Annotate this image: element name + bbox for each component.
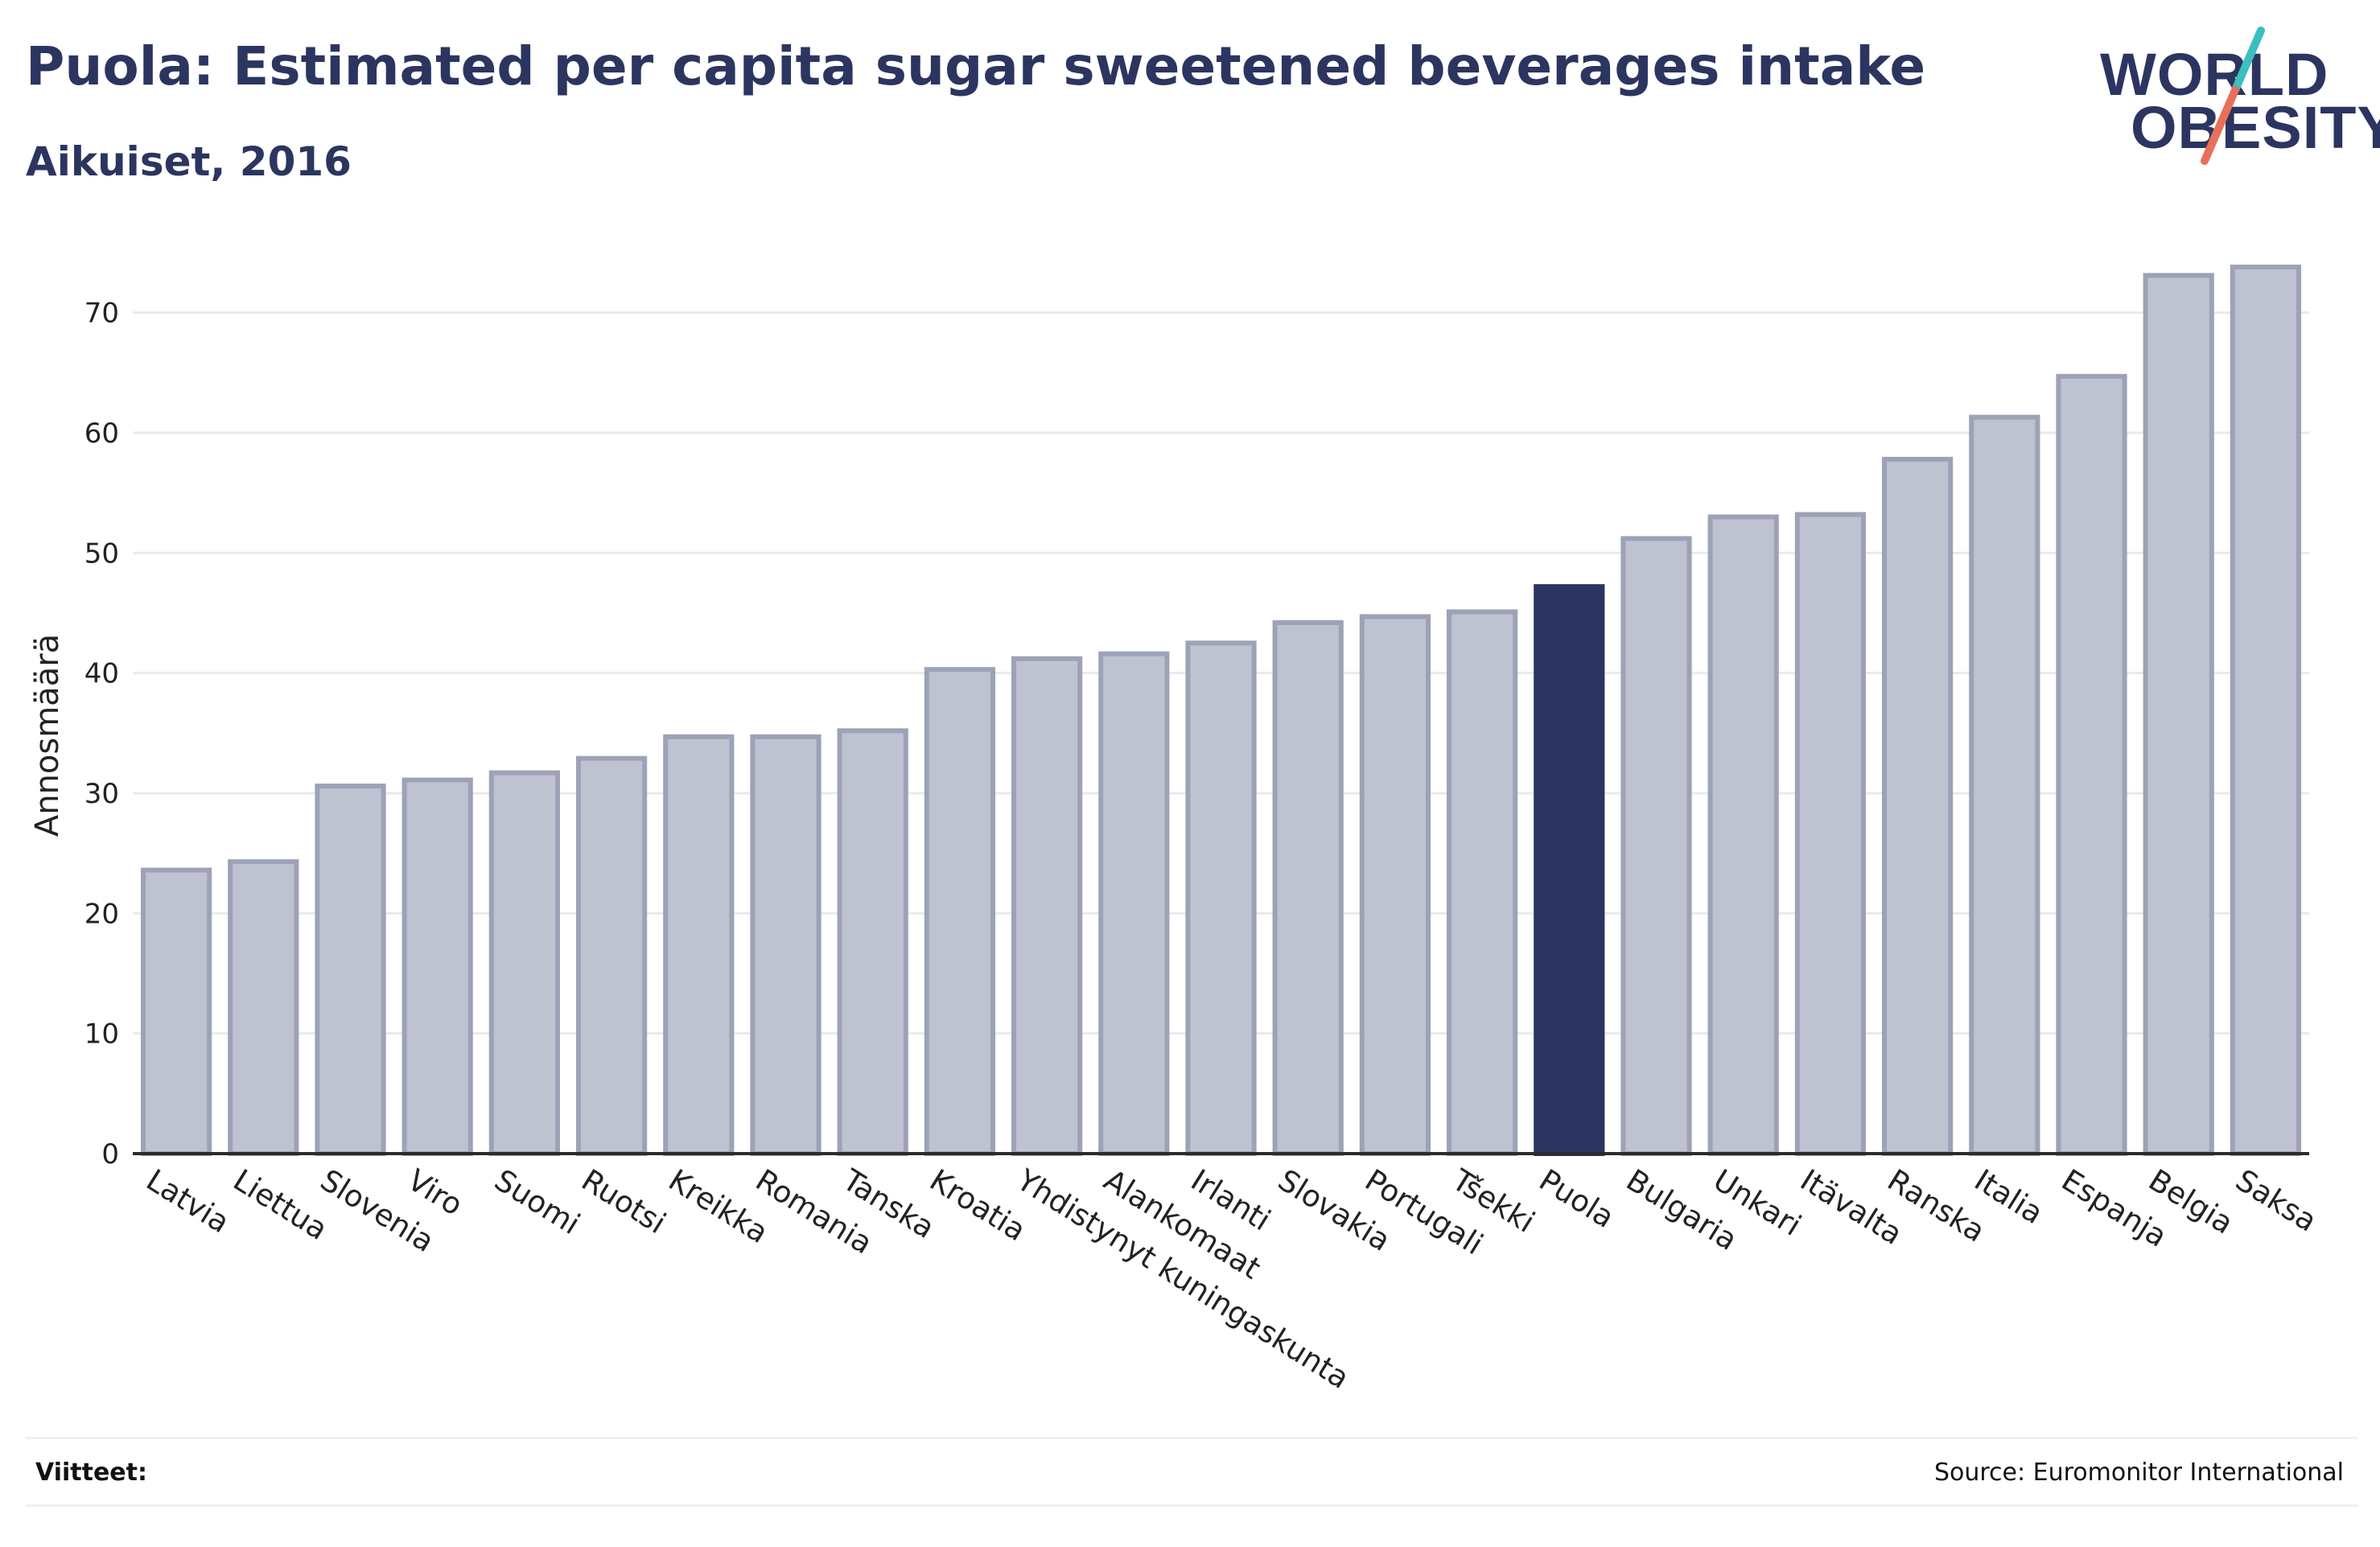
bar-irlanti <box>1185 640 1257 1156</box>
footer-divider-bottom <box>26 1504 2357 1507</box>
bar-viro <box>401 777 473 1156</box>
bar-liettua <box>228 859 299 1156</box>
bar-slovenia <box>315 784 386 1156</box>
x-tick-label: Kroatia <box>924 1162 1031 1248</box>
bar-tanska <box>837 728 908 1156</box>
bar-espanja <box>2056 373 2127 1156</box>
chart-subtitle: Aikuiset, 2016 <box>26 138 352 185</box>
y-tick-label: 40 <box>84 658 119 690</box>
y-tick-label: 30 <box>84 778 119 810</box>
world-obesity-logo: WORLD OBESITY <box>2100 24 2380 169</box>
y-tick-label: 20 <box>84 898 119 930</box>
bar-bulgaria <box>1620 536 1692 1156</box>
bar-slovakia <box>1272 619 1344 1156</box>
bar-suomi <box>488 770 561 1156</box>
bar-alankomaat <box>1098 651 1170 1156</box>
x-tick-label: Puola <box>1534 1162 1620 1235</box>
references-label: Viitteet: <box>35 1459 147 1487</box>
y-tick-label: 60 <box>84 418 119 450</box>
y-tick-label: 70 <box>84 298 119 330</box>
x-tick-label: Liettua <box>228 1162 334 1247</box>
bar-kreikka <box>663 734 735 1156</box>
x-tick-label: Ruotsi <box>575 1162 672 1240</box>
x-tick-label: Suomi <box>488 1162 586 1241</box>
bar-latvia <box>140 867 212 1157</box>
bar-unkari <box>1707 514 1779 1156</box>
logo-slash-icon <box>2201 27 2265 165</box>
x-tick-label: Saksa <box>2230 1162 2323 1239</box>
x-tick-label: Kreikka <box>663 1162 775 1250</box>
bar-chart: 010203040506070AnnosmääräLatviaLiettuaSl… <box>29 264 2323 1396</box>
bar-puola <box>1534 584 1605 1156</box>
bar-belgia <box>2143 273 2214 1157</box>
bar-yhdistynyt-kuningaskunta <box>1011 656 1083 1156</box>
y-tick-label: 10 <box>84 1018 119 1051</box>
logo-text-world: WORLD <box>2100 41 2329 108</box>
bar-itävalta <box>1794 512 1867 1156</box>
bar-saksa <box>2230 264 2302 1156</box>
y-tick-label: 50 <box>84 537 119 570</box>
bar-romania <box>750 734 821 1156</box>
footer-divider-top <box>26 1437 2357 1439</box>
bar-portugali <box>1359 614 1431 1156</box>
y-axis-label: Annosmäärä <box>29 634 66 837</box>
chart-title: Puola: Estimated per capita sugar sweete… <box>26 35 1926 97</box>
logo-text-obesity: OBESITY <box>2131 94 2380 161</box>
x-tick-label: Latvia <box>140 1162 235 1240</box>
bar-ruotsi <box>575 755 648 1157</box>
bar-italia <box>1969 414 2040 1156</box>
y-tick-label: 0 <box>101 1138 119 1171</box>
source-note: Source: Euromonitor International <box>1933 1459 2344 1487</box>
bar-kroatia <box>924 667 996 1156</box>
bar-tšekki <box>1446 609 1518 1156</box>
bar-ranska <box>1881 456 1954 1156</box>
